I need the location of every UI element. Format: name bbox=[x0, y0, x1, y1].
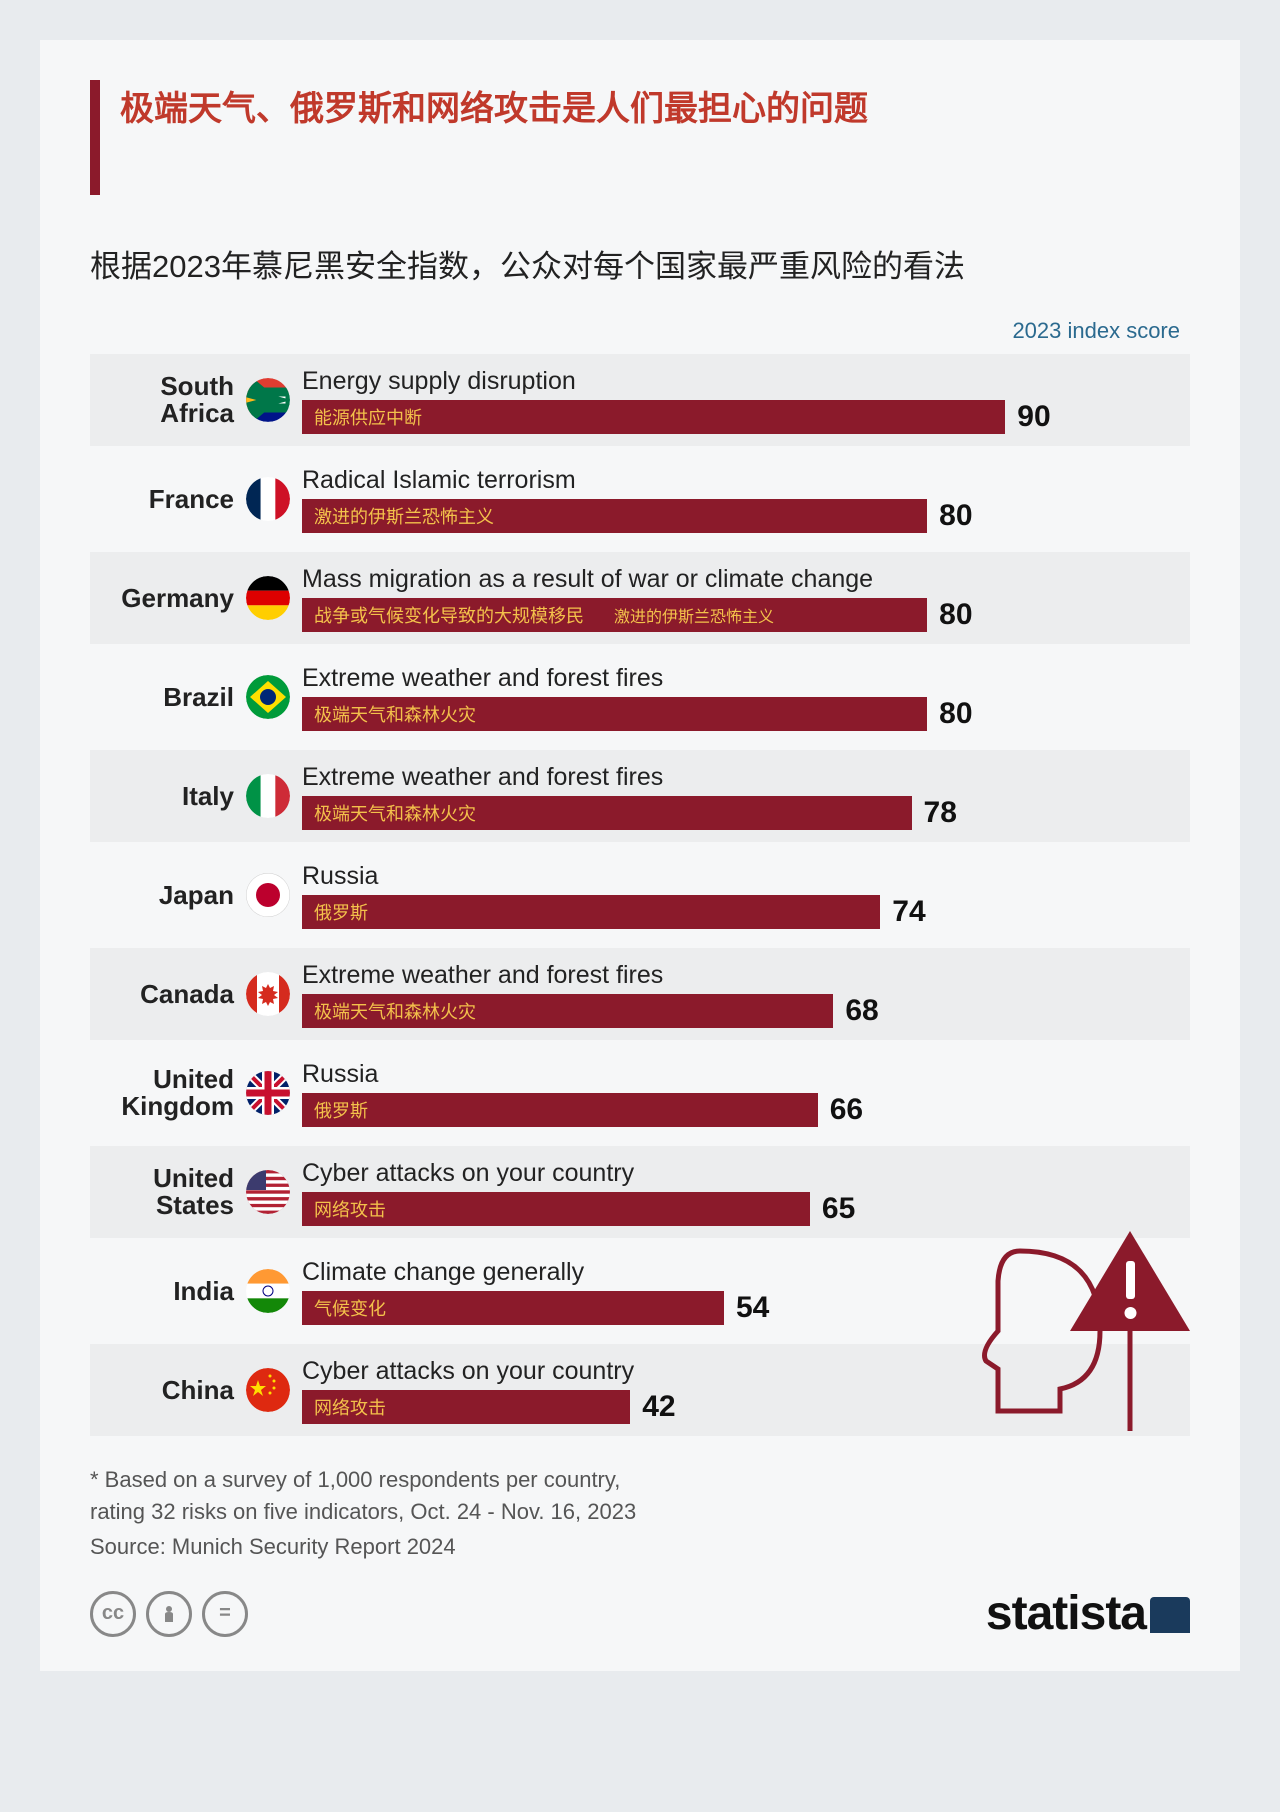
bar-value: 80 bbox=[939, 499, 972, 533]
subtitle: 根据2023年慕尼黑安全指数，公众对每个国家最严重风险的看法 bbox=[90, 245, 1190, 288]
risk-label-en: Mass migration as a result of war or cli… bbox=[302, 565, 1190, 594]
bar: 俄罗斯 bbox=[302, 895, 880, 929]
flag-icon bbox=[242, 576, 294, 620]
alert-head-icon bbox=[960, 1221, 1200, 1441]
risk-label-en: Extreme weather and forest fires bbox=[302, 664, 1190, 693]
bar-cell: Russia 俄罗斯 74 bbox=[294, 849, 1190, 941]
bar: 网络攻击 bbox=[302, 1192, 810, 1226]
risk-label-zh: 战争或气候变化导致的大规模移民 bbox=[314, 602, 584, 628]
bar-value: 74 bbox=[892, 895, 925, 929]
risk-label-zh: 极端天气和森林火灾 bbox=[314, 998, 476, 1024]
bar-cell: Russia 俄罗斯 66 bbox=[294, 1047, 1190, 1139]
risk-label-en: Russia bbox=[302, 1060, 1190, 1089]
chart-row: France Radical Islamic terrorism 激进的伊斯兰恐怖主… bbox=[90, 453, 1190, 545]
statista-logo: statista bbox=[986, 1586, 1190, 1641]
bar-value: 80 bbox=[939, 697, 972, 731]
risk-label-zh: 能源供应中断 bbox=[314, 404, 422, 430]
country-name: UnitedStates bbox=[90, 1165, 242, 1220]
bar-cell: Energy supply disruption 能源供应中断 90 bbox=[294, 354, 1190, 446]
risk-label-extra: 激进的伊斯兰恐怖主义 bbox=[614, 603, 774, 627]
bar-value: 54 bbox=[736, 1291, 769, 1325]
bar-cell: Extreme weather and forest fires 极端天气和森林火… bbox=[294, 948, 1190, 1040]
flag-icon bbox=[242, 774, 294, 818]
country-name: Germany bbox=[90, 585, 242, 612]
bar-value: 66 bbox=[830, 1093, 863, 1127]
flag-icon bbox=[242, 378, 294, 422]
country-name: France bbox=[90, 486, 242, 513]
risk-label-zh: 极端天气和森林火灾 bbox=[314, 701, 476, 727]
country-name: UnitedKingdom bbox=[90, 1066, 242, 1121]
title-block: 极端天气、俄罗斯和网络攻击是人们最担心的问题 bbox=[90, 80, 1190, 195]
risk-label-zh: 网络攻击 bbox=[314, 1394, 386, 1420]
risk-label-en: Extreme weather and forest fires bbox=[302, 961, 1190, 990]
risk-label-en: Russia bbox=[302, 862, 1190, 891]
risk-label-en: Energy supply disruption bbox=[302, 367, 1190, 396]
bar-value: 65 bbox=[822, 1192, 855, 1226]
bar: 极端天气和森林火灾 bbox=[302, 796, 912, 830]
flag-icon bbox=[242, 972, 294, 1016]
chart-row: Germany Mass migration as a result of war… bbox=[90, 552, 1190, 644]
chart-row: Canada Extreme weather and forest fires 极端… bbox=[90, 948, 1190, 1040]
bar-value: 90 bbox=[1017, 400, 1050, 434]
bar: 能源供应中断 bbox=[302, 400, 1005, 434]
bar-cell: Extreme weather and forest fires 极端天气和森林火… bbox=[294, 750, 1190, 842]
risk-label-zh: 网络攻击 bbox=[314, 1196, 386, 1222]
chart-row: Italy Extreme weather and forest fires 极端天… bbox=[90, 750, 1190, 842]
country-name: SouthAfrica bbox=[90, 373, 242, 428]
country-name: India bbox=[90, 1278, 242, 1305]
country-name: Brazil bbox=[90, 684, 242, 711]
flag-icon bbox=[242, 873, 294, 917]
bar-value: 68 bbox=[845, 994, 878, 1028]
country-name: Japan bbox=[90, 882, 242, 909]
bar: 网络攻击 bbox=[302, 1390, 630, 1424]
country-name: Italy bbox=[90, 783, 242, 810]
flag-icon bbox=[242, 675, 294, 719]
title-text: 极端天气、俄罗斯和网络攻击是人们最担心的问题 bbox=[120, 80, 868, 195]
risk-label-zh: 俄罗斯 bbox=[314, 899, 368, 925]
title-accent-bar bbox=[90, 80, 100, 195]
chart-row: SouthAfrica Energy supply disruption 能源供应中… bbox=[90, 354, 1190, 446]
footer: cc = statista bbox=[90, 1586, 1190, 1641]
chart-row: Japan Russia 俄罗斯 74 bbox=[90, 849, 1190, 941]
bar-value: 80 bbox=[939, 598, 972, 632]
flag-icon bbox=[242, 1071, 294, 1115]
infographic-card: 极端天气、俄罗斯和网络攻击是人们最担心的问题 根据2023年慕尼黑安全指数，公众… bbox=[40, 40, 1240, 1671]
chart-row: Brazil Extreme weather and forest fires 极端… bbox=[90, 651, 1190, 743]
source-text: Source: Munich Security Report 2024 bbox=[90, 1534, 1190, 1560]
nd-icon: = bbox=[202, 1591, 248, 1637]
bar: 激进的伊斯兰恐怖主义 bbox=[302, 499, 927, 533]
license-icons: cc = bbox=[90, 1591, 248, 1637]
bar-cell: Extreme weather and forest fires 极端天气和森林火… bbox=[294, 651, 1190, 743]
risk-label-en: Cyber attacks on your country bbox=[302, 1159, 1190, 1188]
risk-label-zh: 俄罗斯 bbox=[314, 1097, 368, 1123]
risk-label-zh: 极端天气和森林火灾 bbox=[314, 800, 476, 826]
bar: 极端天气和森林火灾 bbox=[302, 994, 833, 1028]
bar: 战争或气候变化导致的大规模移民 激进的伊斯兰恐怖主义 bbox=[302, 598, 927, 632]
bar-value: 42 bbox=[642, 1390, 675, 1424]
bar: 气候变化 bbox=[302, 1291, 724, 1325]
risk-label-zh: 激进的伊斯兰恐怖主义 bbox=[314, 503, 494, 529]
bar-cell: Radical Islamic terrorism 激进的伊斯兰恐怖主义 80 bbox=[294, 453, 1190, 545]
risk-label-zh: 气候变化 bbox=[314, 1295, 386, 1321]
flag-icon bbox=[242, 477, 294, 521]
flag-icon bbox=[242, 1269, 294, 1313]
country-name: China bbox=[90, 1377, 242, 1404]
footnote: * Based on a survey of 1,000 respondents… bbox=[90, 1464, 1190, 1528]
score-label: 2023 index score bbox=[90, 318, 1190, 344]
bar-value: 78 bbox=[924, 796, 957, 830]
cc-icon: cc bbox=[90, 1591, 136, 1637]
flag-icon bbox=[242, 1170, 294, 1214]
bar: 极端天气和森林火灾 bbox=[302, 697, 927, 731]
flag-icon bbox=[242, 1368, 294, 1412]
chart-row: UnitedKingdom Russia 俄罗斯 66 bbox=[90, 1047, 1190, 1139]
risk-label-en: Radical Islamic terrorism bbox=[302, 466, 1190, 495]
country-name: Canada bbox=[90, 981, 242, 1008]
bar-cell: Mass migration as a result of war or cli… bbox=[294, 552, 1190, 644]
by-icon bbox=[146, 1591, 192, 1637]
bar: 俄罗斯 bbox=[302, 1093, 818, 1127]
risk-label-en: Extreme weather and forest fires bbox=[302, 763, 1190, 792]
